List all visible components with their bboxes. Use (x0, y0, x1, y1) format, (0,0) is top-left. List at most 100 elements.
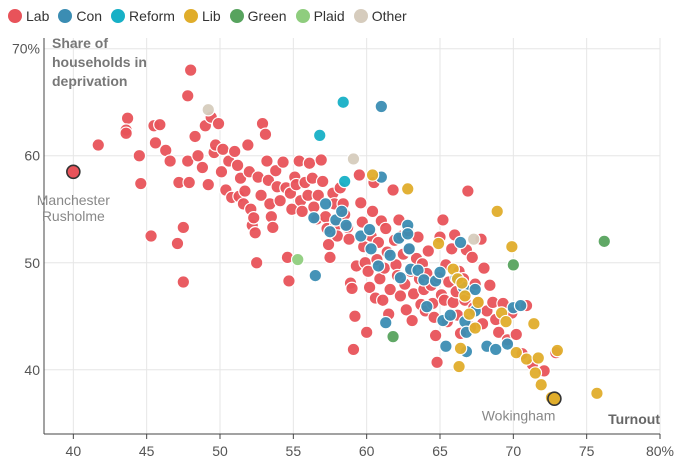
data-point-lib (505, 239, 519, 254)
data-point-lab (375, 293, 390, 308)
legend-item-lib[interactable]: Lib (183, 8, 221, 24)
highlight-label-line: Wokingham (482, 408, 556, 424)
data-point-reform (337, 174, 352, 189)
data-point-con (364, 242, 378, 256)
data-point-lab (249, 255, 264, 270)
legend-item-lab[interactable]: Lab (8, 8, 49, 24)
legend-item-other[interactable]: Other (353, 8, 407, 24)
data-point-lab (483, 278, 497, 293)
data-point-lab (191, 148, 205, 163)
data-point-con (393, 270, 408, 285)
data-point-con (500, 337, 515, 351)
legend-item-plaid[interactable]: Plaid (295, 8, 345, 24)
y-tick-label: 50 (24, 255, 40, 271)
data-point-lab (491, 325, 506, 340)
y-axis-title-line: deprivation (52, 73, 127, 89)
legend-label-lib: Lib (201, 8, 221, 24)
data-point-lab (176, 275, 191, 289)
data-point-lab (163, 154, 177, 168)
data-point-con (417, 273, 431, 287)
lib-swatch-icon (183, 9, 198, 23)
data-point-other (466, 232, 481, 247)
data-point-lab (378, 221, 393, 236)
data-point-lab (321, 237, 336, 252)
legend-item-reform[interactable]: Reform (111, 8, 175, 24)
data-point-con (334, 204, 349, 219)
data-point-lib (531, 351, 546, 365)
legend-label-green: Green (247, 8, 287, 24)
data-point-lab (230, 158, 245, 173)
data-point-lab (265, 220, 280, 235)
series-green (386, 234, 612, 344)
data-point-lib (527, 316, 541, 331)
data-point-lab (183, 63, 198, 77)
data-point-lib (400, 182, 415, 196)
highlight-label-line: Rusholme (42, 208, 105, 224)
data-point-lab (346, 342, 361, 357)
y-tick-label: 60 (24, 148, 40, 164)
data-point-con (443, 308, 458, 322)
y-tick-label: 70% (12, 41, 40, 57)
data-point-con (323, 224, 337, 239)
x-tick-label: 75 (579, 443, 595, 459)
data-point-con (371, 259, 386, 273)
data-point-lib (462, 307, 477, 321)
legend-label-plaid: Plaid (313, 8, 345, 24)
data-point-other (201, 102, 216, 117)
legend-item-con[interactable]: Con (58, 8, 102, 24)
x-tick-label: 80% (646, 443, 674, 459)
data-point-lab (421, 244, 436, 258)
reform-swatch-icon (111, 9, 126, 23)
data-point-lab (254, 188, 268, 203)
data-point-lab (182, 175, 196, 190)
legend-label-reform: Reform (129, 8, 175, 24)
data-point-con (439, 339, 453, 354)
data-point-con (513, 298, 528, 313)
data-point-con (318, 197, 333, 211)
green-swatch-icon (229, 9, 244, 23)
legend: Lab Con Reform Lib Green Plaid Other (8, 4, 416, 28)
data-point-lab (302, 156, 317, 171)
x-tick-label: 70 (506, 443, 522, 459)
data-point-lab (430, 355, 444, 370)
data-point-lab (282, 274, 296, 288)
data-point-con (378, 315, 393, 330)
data-point-lab (120, 111, 135, 126)
data-point-reform (336, 95, 350, 110)
series-other (201, 102, 481, 247)
data-point-con (374, 99, 389, 114)
plaid-swatch-icon (295, 9, 310, 23)
data-point-lab (170, 236, 185, 251)
y-axis-title-line: Share of (52, 35, 108, 51)
data-point-con (308, 268, 323, 283)
data-point-lab (399, 303, 414, 317)
data-point-lab (276, 155, 290, 169)
data-point-reform (312, 128, 327, 143)
data-point-lab (188, 129, 202, 144)
data-point-lab (91, 138, 106, 152)
data-point-con (400, 227, 415, 241)
legend-item-green[interactable]: Green (229, 8, 287, 24)
highlighted-point (66, 164, 81, 180)
data-point-lab (273, 193, 287, 208)
data-point-lib (528, 366, 543, 380)
data-point-lab (405, 313, 419, 328)
data-point-con (453, 235, 468, 250)
data-point-lab (509, 327, 524, 342)
data-point-lab (268, 163, 283, 178)
data-point-lab (153, 117, 167, 132)
data-point-lib (519, 352, 534, 366)
series-reform (312, 95, 352, 189)
data-point-con (362, 222, 377, 237)
data-point-lab (216, 142, 230, 157)
x-axis-title: Turnout (608, 411, 660, 427)
x-tick-label: 60 (359, 443, 375, 459)
x-tick-label: 40 (66, 443, 82, 459)
data-point-con (307, 211, 321, 225)
legend-label-other: Other (371, 8, 407, 24)
data-point-lab (393, 289, 408, 303)
data-point-lib (471, 295, 485, 310)
data-point-lib (455, 276, 469, 290)
data-point-lab (144, 229, 158, 243)
